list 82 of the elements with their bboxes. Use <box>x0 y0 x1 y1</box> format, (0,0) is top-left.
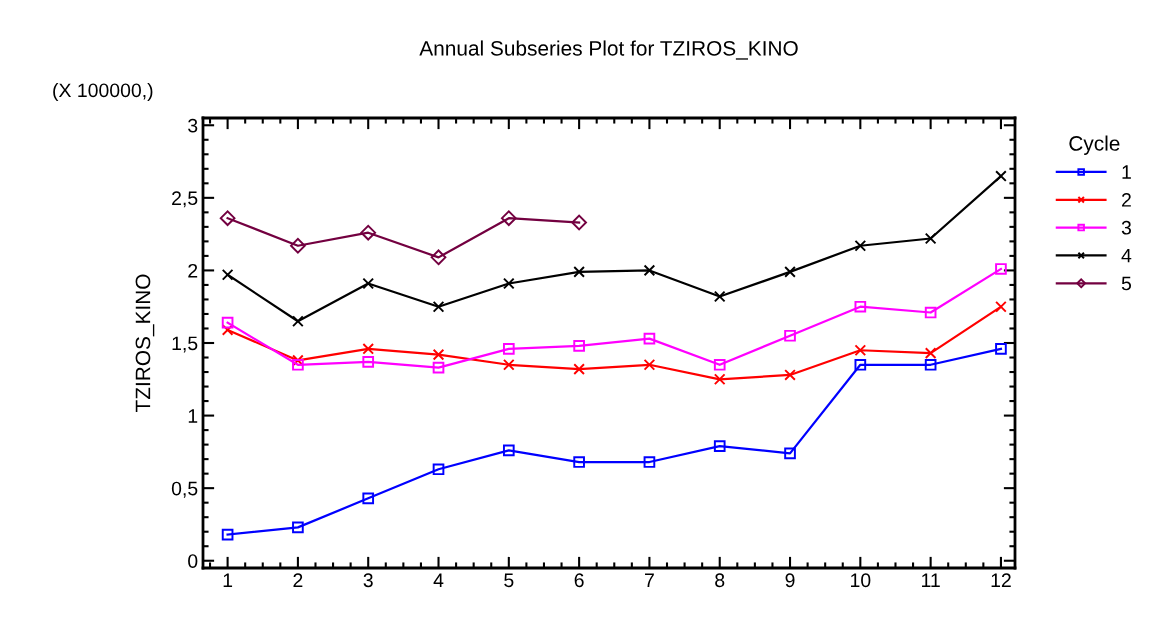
point <box>432 361 445 374</box>
point <box>573 363 585 375</box>
point <box>995 263 1007 275</box>
point <box>643 456 656 468</box>
point <box>995 300 1007 313</box>
point <box>854 358 867 371</box>
point <box>221 268 234 281</box>
y-tick-label: 1 <box>188 409 198 423</box>
point <box>362 342 375 355</box>
x-tick-label: 6 <box>574 573 584 588</box>
y-tick-label: 2 <box>188 263 198 278</box>
point <box>854 239 867 252</box>
x-tick-label: 10 <box>851 573 871 588</box>
point <box>432 348 445 361</box>
x-tick-label: 11 <box>922 573 940 587</box>
point <box>432 463 445 476</box>
x-tick-label: 9 <box>785 573 795 588</box>
point <box>924 306 937 319</box>
point <box>292 354 304 367</box>
point <box>571 214 587 231</box>
point <box>573 340 585 352</box>
point <box>713 373 726 386</box>
legend-label: 5 <box>1121 276 1132 291</box>
point <box>292 521 304 534</box>
point <box>502 342 515 355</box>
point <box>784 329 796 342</box>
text: (X 100000,) <box>53 82 153 102</box>
x-tick-label: 7 <box>645 573 654 587</box>
x-tick-label: 4 <box>433 573 444 587</box>
y-tick-label: 0,5 <box>171 481 198 498</box>
legend-label: 3 <box>1121 220 1131 235</box>
point <box>784 447 796 460</box>
point <box>432 300 445 313</box>
point <box>221 528 234 541</box>
point <box>995 342 1007 355</box>
x-tick-label: 1 <box>223 573 233 587</box>
x-tick-label: 5 <box>504 573 514 588</box>
point <box>784 266 796 278</box>
legend-title: Cycle <box>1069 135 1120 155</box>
y-tick-label: 3 <box>188 118 198 133</box>
point <box>573 456 585 468</box>
point <box>995 170 1007 182</box>
point <box>502 277 515 290</box>
point <box>713 358 726 371</box>
point <box>362 492 375 505</box>
point <box>924 232 937 245</box>
point <box>362 356 375 368</box>
point <box>924 358 937 371</box>
y-tick-label: 0 <box>188 554 198 568</box>
point <box>573 266 585 278</box>
point <box>290 237 306 254</box>
point <box>219 210 236 227</box>
point <box>854 300 867 313</box>
x-tick-label: 3 <box>363 573 373 588</box>
point <box>713 440 726 452</box>
point <box>924 347 937 359</box>
point <box>221 324 234 336</box>
point <box>643 332 656 345</box>
legend-label: 1 <box>1122 165 1131 179</box>
point <box>854 344 867 357</box>
point <box>643 264 656 277</box>
y-tick-label: 2,5 <box>172 191 198 208</box>
point <box>643 358 656 371</box>
point <box>430 249 447 266</box>
point <box>502 444 515 457</box>
point <box>500 210 517 227</box>
y-axis-title: TZIROS_KINO <box>135 274 155 412</box>
point <box>713 290 726 303</box>
point <box>362 277 375 290</box>
legend-label: 4 <box>1121 248 1132 263</box>
x-tick-label: 2 <box>293 573 303 587</box>
x-tick-label: 12 <box>991 573 1011 587</box>
point <box>221 316 234 329</box>
point <box>292 358 304 371</box>
point <box>292 315 304 328</box>
y-tick-label: 1,5 <box>172 336 198 353</box>
chart-title: Annual Subseries Plot for TZIROS_KINO <box>419 40 798 60</box>
point <box>784 369 796 381</box>
point <box>502 358 515 371</box>
legend-label: 2 <box>1122 193 1131 207</box>
x-tick-label: 8 <box>715 573 725 588</box>
point <box>360 224 377 241</box>
